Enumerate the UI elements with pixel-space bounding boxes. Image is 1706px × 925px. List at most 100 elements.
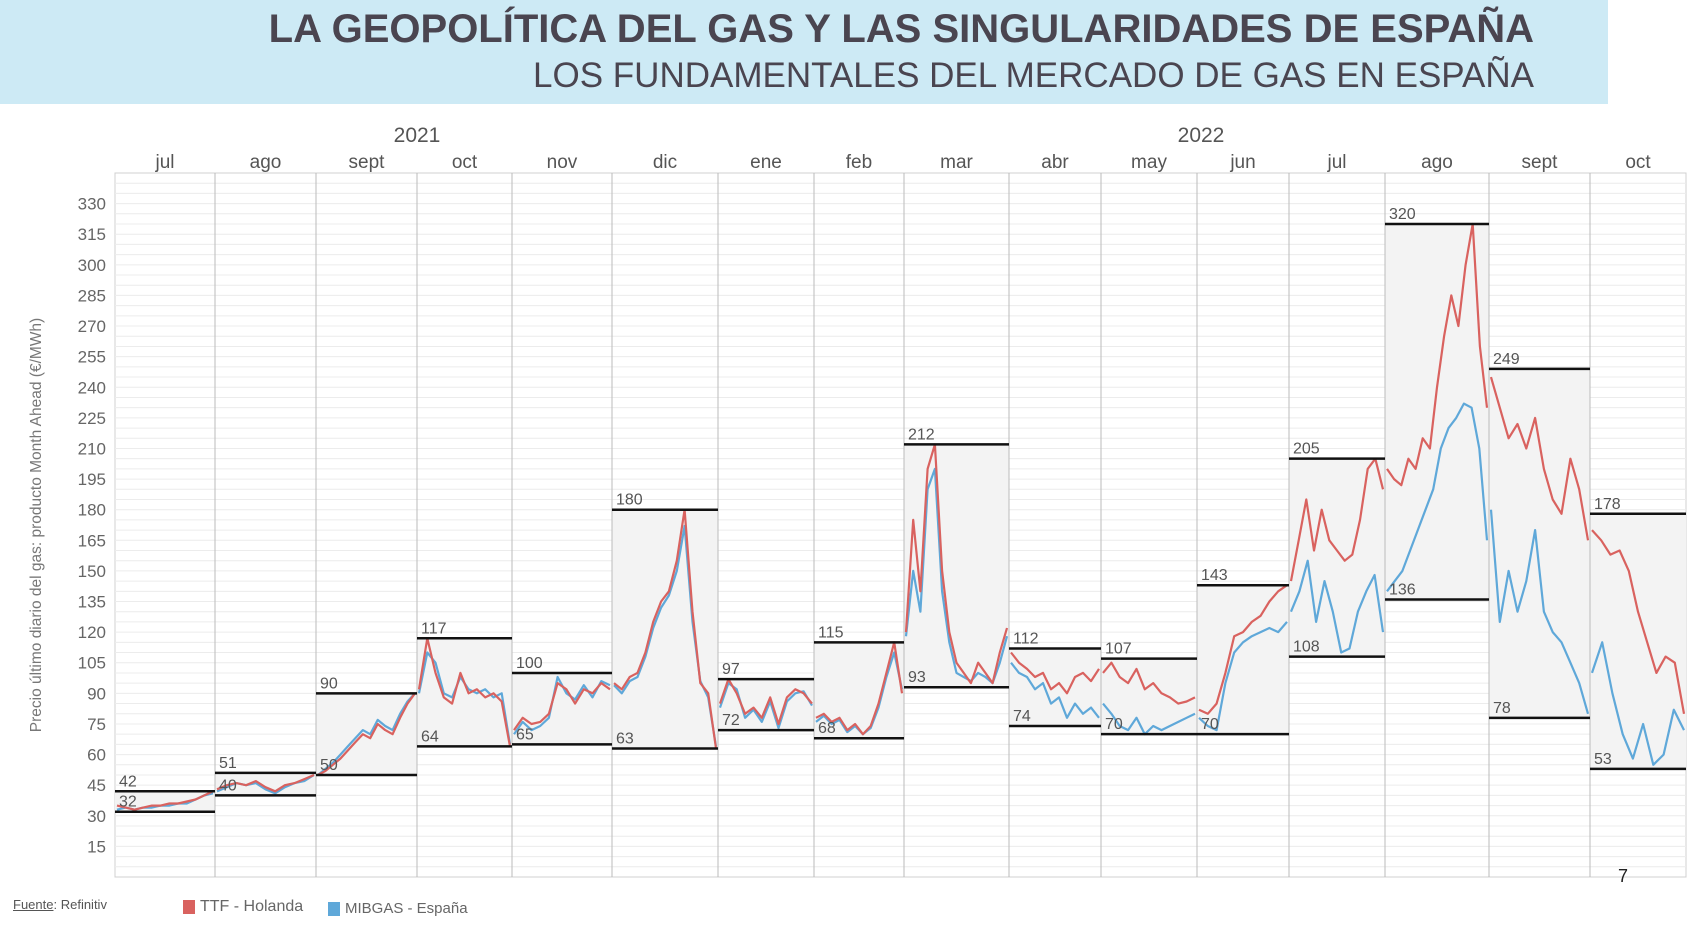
month-range-band <box>115 791 215 812</box>
month-min-label: 108 <box>1293 639 1320 656</box>
month-max-label: 112 <box>1013 630 1039 647</box>
y-tick-label: 285 <box>78 286 106 305</box>
y-tick-label: 225 <box>78 409 106 428</box>
month-range-band <box>417 638 512 747</box>
series-line-ttf <box>613 508 718 749</box>
month-label: feb <box>846 152 872 173</box>
series-line-mibgas <box>1489 509 1590 715</box>
y-tick-label: 120 <box>78 623 106 642</box>
series-line-ttf <box>216 773 315 793</box>
month-max-label: 212 <box>908 426 935 443</box>
source-note: Fuente: Refinitiv <box>13 897 107 912</box>
month-min-label: 32 <box>119 794 137 811</box>
month-min-label: 70 <box>1105 716 1123 733</box>
month-min-label: 63 <box>616 730 634 747</box>
month-min-label: 53 <box>1594 751 1612 768</box>
y-tick-label: 150 <box>78 562 106 581</box>
y-tick-label: 240 <box>78 378 106 397</box>
series-line-ttf <box>718 677 813 726</box>
y-tick-label: 15 <box>87 837 106 856</box>
y-tick-label: 330 <box>78 195 106 214</box>
month-max-label: 90 <box>320 675 338 692</box>
series-line-mibgas <box>317 692 416 776</box>
month-max-label: 107 <box>1105 641 1132 658</box>
month-max-label: 178 <box>1594 496 1621 513</box>
legend-label-ttf: TTF - Holanda <box>200 898 304 915</box>
month-label: sept <box>349 152 386 173</box>
month-min-label: 65 <box>516 726 534 743</box>
y-tick-label: 60 <box>87 746 106 765</box>
month-label: mar <box>940 152 973 173</box>
month-label: oct <box>452 152 478 173</box>
series-line-ttf <box>1591 529 1686 714</box>
month-label: may <box>1131 152 1167 173</box>
month-min-label: 74 <box>1013 708 1031 725</box>
month-max-label: 205 <box>1293 441 1320 458</box>
month-max-label: 100 <box>516 655 543 672</box>
y-tick-label: 135 <box>78 593 106 612</box>
series-line-ttf <box>1198 584 1288 715</box>
month-min-label: 68 <box>818 720 836 737</box>
series-line-ttf <box>317 692 416 776</box>
page-subtitle: LOS FUNDAMENTALES DEL MERCADO DE GAS EN … <box>533 56 1534 95</box>
month-max-label: 320 <box>1389 206 1416 223</box>
month-max-label: 180 <box>616 492 643 509</box>
y-tick-label: 270 <box>78 317 106 336</box>
year-label: 2022 <box>1178 124 1225 147</box>
series-line-mibgas <box>718 681 813 730</box>
month-label: oct <box>1625 152 1651 173</box>
page-title: LA GEOPOLÍTICA DEL GAS Y LAS SINGULARIDA… <box>268 7 1534 51</box>
y-tick-label: 75 <box>87 715 106 734</box>
series-line-mibgas <box>1010 662 1100 719</box>
legend-swatch-ttf <box>183 900 195 914</box>
series-line-mibgas <box>1198 621 1288 732</box>
month-max-label: 117 <box>421 620 447 637</box>
series-line-mibgas <box>1102 702 1196 736</box>
y-tick-label: 255 <box>78 348 106 367</box>
month-max-label: 97 <box>722 661 740 678</box>
legend-item-ttf: TTF - Holanda <box>183 898 303 916</box>
series-line-ttf <box>815 641 904 736</box>
series-line-ttf <box>1386 222 1489 487</box>
month-label: abr <box>1041 152 1069 173</box>
month-label: ago <box>250 152 282 173</box>
month-label: sept <box>1522 152 1559 173</box>
month-max-label: 51 <box>219 755 237 772</box>
month-label: jul <box>1326 152 1346 173</box>
month-min-label: 70 <box>1201 716 1219 733</box>
y-tick-label: 105 <box>78 654 106 673</box>
y-tick-label: 165 <box>78 531 106 550</box>
series-line-mibgas <box>1289 559 1385 654</box>
month-label: nov <box>547 152 578 173</box>
series-line-ttf <box>1010 651 1100 695</box>
month-max-label: 143 <box>1201 567 1228 584</box>
y-axis-label: Precio último diario del gas: producto M… <box>28 318 45 732</box>
month-min-label: 93 <box>908 669 926 686</box>
month-max-label: 249 <box>1493 351 1520 368</box>
y-tick-label: 45 <box>87 776 106 795</box>
month-min-label: 64 <box>421 728 439 745</box>
y-tick-label: 210 <box>78 439 106 458</box>
series-line-ttf <box>1489 376 1590 541</box>
series-line-ttf <box>513 681 611 731</box>
month-min-label: 50 <box>320 757 338 774</box>
series-line-ttf <box>116 790 214 811</box>
month-range-band <box>1590 513 1686 769</box>
series-line-mibgas <box>1386 402 1489 592</box>
source-label: Fuente <box>13 897 54 912</box>
month-range-band <box>215 772 316 796</box>
legend-item-mibgas: MIBGAS - España <box>328 900 468 917</box>
month-min-label: 78 <box>1493 700 1511 717</box>
month-max-label: 115 <box>818 624 844 641</box>
month-min-label: 40 <box>219 777 237 794</box>
month-label: jun <box>1229 152 1255 173</box>
month-max-label: 42 <box>119 773 137 790</box>
legend-swatch-mibgas <box>328 901 340 916</box>
y-tick-label: 300 <box>78 256 106 275</box>
month-label: ene <box>750 152 782 173</box>
month-min-label: 136 <box>1389 581 1416 598</box>
legend-label-mibgas: MIBGAS - España <box>345 900 468 917</box>
month-range-band <box>612 509 718 749</box>
y-tick-label: 315 <box>78 225 106 244</box>
